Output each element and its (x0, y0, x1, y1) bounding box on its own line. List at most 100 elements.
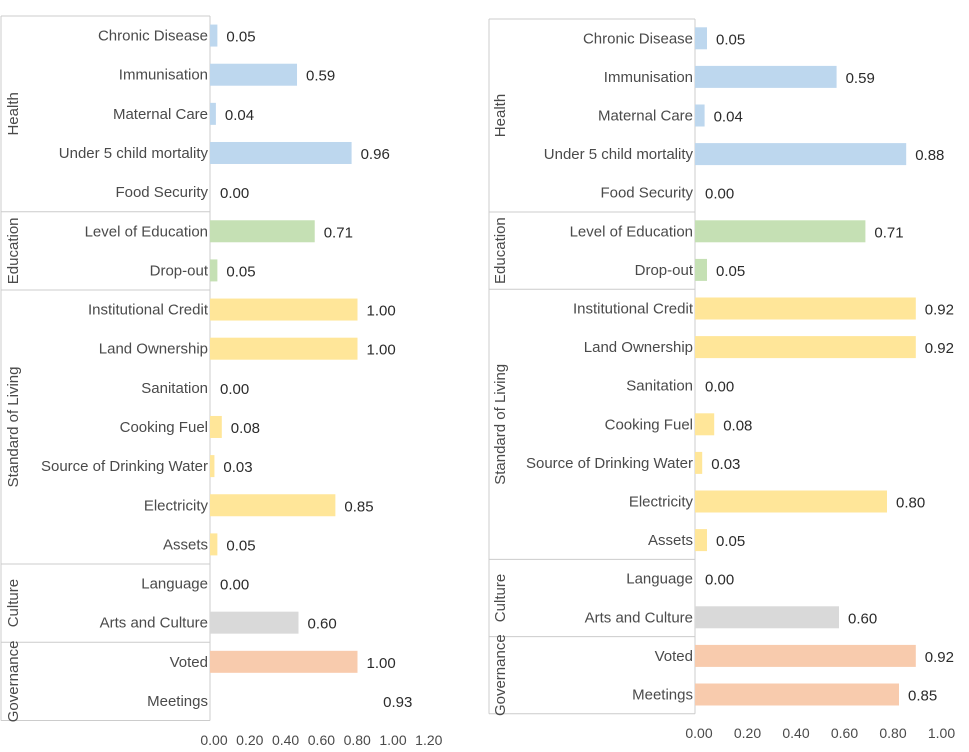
chart-right: Chronic Disease 0.05 Immunisation 0.59 Mater… (488, 18, 955, 741)
category-label: Chronic Disease (98, 28, 208, 45)
category-label: Institutional Credit (88, 302, 209, 319)
value-label: 0.71 (324, 224, 353, 241)
value-label: 0.93 (383, 694, 412, 711)
bar (695, 490, 887, 513)
bar (695, 683, 899, 706)
category-label: Arts and Culture (585, 609, 693, 626)
value-label: 0.08 (723, 417, 752, 434)
value-label: 0.00 (220, 185, 249, 202)
category-label: Assets (163, 536, 208, 553)
category-label: Maternal Care (113, 106, 208, 123)
value-label: 0.92 (925, 649, 954, 666)
category-label: Electricity (629, 494, 694, 511)
category-label: Arts and Culture (100, 615, 208, 632)
category-label: Maternal Care (598, 108, 693, 125)
group-label: Health (5, 92, 22, 135)
category-label: Meetings (632, 687, 693, 704)
bar (695, 104, 705, 127)
value-label: 0.04 (225, 107, 254, 124)
value-label: 0.00 (220, 381, 249, 398)
value-label: 0.05 (716, 533, 745, 550)
value-label: 0.04 (714, 109, 743, 126)
bar (695, 258, 707, 281)
bar (210, 259, 218, 282)
category-label: Under 5 child mortality (544, 146, 694, 163)
category-label: Electricity (144, 497, 209, 514)
value-label: 0.08 (231, 420, 260, 437)
category-label: Institutional Credit (573, 301, 694, 318)
bar (210, 298, 358, 321)
category-label: Level of Education (570, 223, 693, 240)
category-label: Immunisation (119, 67, 208, 84)
x-tick-label: 1.00 (379, 732, 406, 748)
category-label: Level of Education (85, 223, 208, 240)
bar (210, 650, 358, 673)
value-label: 1.00 (367, 655, 396, 672)
bar (210, 220, 315, 243)
category-label: Voted (655, 648, 693, 665)
value-label: 0.92 (925, 302, 954, 319)
value-label: 0.00 (705, 379, 734, 396)
x-tick-label: 1.00 (928, 725, 955, 741)
category-label: Meetings (147, 693, 208, 710)
bar (210, 337, 358, 360)
group-label: Culture (492, 574, 509, 622)
group-label: Standard of Living (492, 364, 509, 485)
bar (695, 220, 866, 243)
category-label: Food Security (115, 184, 208, 201)
category-label: Voted (170, 654, 208, 671)
group-label: Health (492, 94, 509, 137)
value-label: 0.05 (226, 29, 255, 46)
value-label: 0.92 (925, 340, 954, 357)
bar (695, 644, 916, 667)
category-label: Chronic Disease (583, 30, 693, 47)
category-label: Language (141, 576, 208, 593)
value-label: 1.00 (367, 303, 396, 320)
value-label: 0.03 (223, 459, 252, 476)
value-label: 0.00 (705, 572, 734, 589)
bar (695, 606, 839, 629)
x-tick-label: 0.80 (879, 725, 906, 741)
group-label: Governance (5, 641, 22, 723)
x-tick-label: 1.20 (415, 732, 442, 748)
category-label: Drop-out (150, 262, 209, 279)
bar (695, 27, 707, 50)
category-label: Food Security (600, 185, 693, 202)
bar (210, 63, 298, 86)
x-tick-label: 0.80 (344, 732, 371, 748)
bar (210, 141, 352, 164)
value-label: 1.00 (367, 342, 396, 359)
category-label: Immunisation (604, 69, 693, 86)
value-label: 0.71 (874, 224, 903, 241)
bar (210, 611, 299, 634)
bar (695, 413, 715, 436)
value-label: 0.85 (344, 498, 373, 515)
bar (695, 143, 907, 166)
group-label: Education (492, 217, 509, 284)
value-label: 0.80 (896, 495, 925, 512)
value-label: 0.85 (908, 688, 937, 705)
bar (210, 494, 336, 517)
category-label: Sanitation (141, 380, 208, 397)
x-tick-label: 0.40 (782, 725, 809, 741)
group-label: Governance (492, 634, 509, 716)
x-tick-label: 0.60 (308, 732, 335, 748)
group-label: Standard of Living (5, 367, 22, 488)
bar (695, 529, 707, 552)
bar (695, 297, 916, 320)
category-label: Source of Drinking Water (41, 458, 208, 475)
bar (210, 415, 222, 438)
value-label: 0.88 (915, 147, 944, 164)
value-label: 0.05 (716, 31, 745, 48)
category-label: Land Ownership (584, 339, 693, 356)
value-label: 0.59 (846, 70, 875, 87)
category-label: Cooking Fuel (605, 416, 693, 433)
value-label: 0.60 (308, 616, 337, 633)
group-label: Culture (5, 579, 22, 627)
bar (210, 102, 216, 125)
bar (695, 451, 703, 474)
value-label: 0.03 (711, 456, 740, 473)
bar (695, 65, 837, 88)
category-label: Assets (648, 532, 693, 549)
